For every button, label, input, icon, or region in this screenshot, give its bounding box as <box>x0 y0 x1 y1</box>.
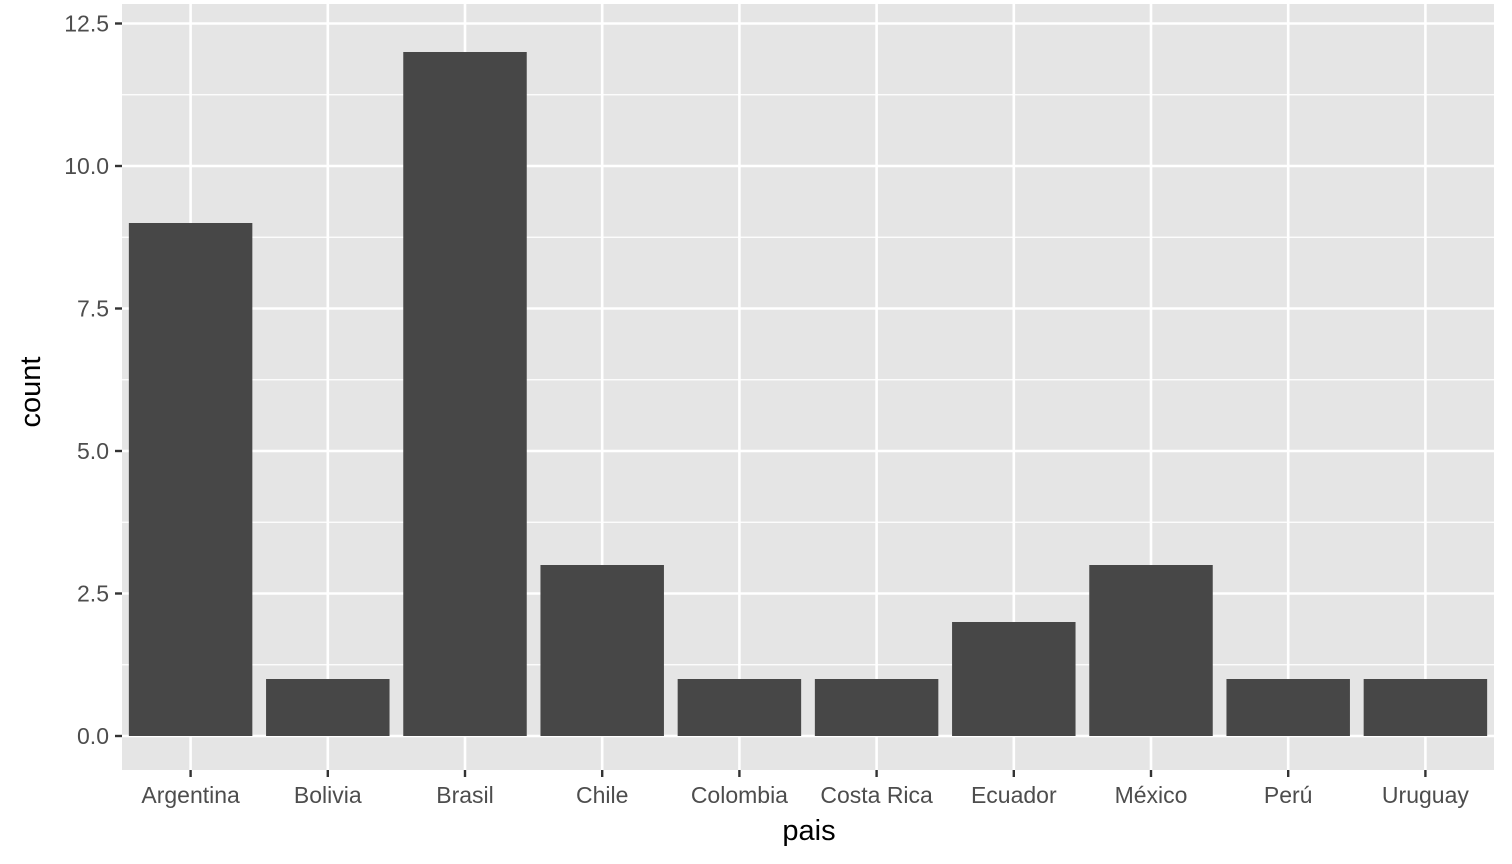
bar-méxico <box>1089 565 1213 736</box>
x-tick-label: Colombia <box>691 782 788 808</box>
plot-panel <box>122 4 1494 770</box>
x-axis-title: pais <box>782 815 835 847</box>
y-axis: 0.0 2.5 5.0 7.5 10.0 12.5 <box>64 11 122 749</box>
y-tick-label: 5.0 <box>77 438 109 464</box>
bar-chile <box>540 565 664 736</box>
bar-brasil <box>403 52 527 736</box>
x-tick-label: Ecuador <box>971 782 1057 808</box>
bars <box>128 52 1488 736</box>
y-tick-label: 12.5 <box>64 11 109 37</box>
bar-argentina <box>128 223 253 736</box>
bar-bolivia <box>266 679 390 736</box>
x-tick-label: México <box>1115 782 1188 808</box>
y-tick-label: 10.0 <box>64 153 109 179</box>
y-tick-label: 2.5 <box>77 581 109 607</box>
x-tick-label: Argentina <box>141 782 240 808</box>
x-tick-label: Brasil <box>436 782 494 808</box>
y-axis-title: count <box>15 357 47 428</box>
x-axis: Argentina Bolivia Brasil Chile Colombia Costa… <box>141 770 1469 808</box>
bar-colombia <box>677 679 802 736</box>
x-tick-label: Perú <box>1264 782 1313 808</box>
y-tick-label: 7.5 <box>77 296 109 322</box>
x-tick-label: Uruguay <box>1382 782 1469 808</box>
minor-gridlines <box>122 94 1494 666</box>
bar-uruguay <box>1363 679 1488 736</box>
bar-ecuador <box>952 622 1076 736</box>
y-tick-label: 0.0 <box>77 723 109 749</box>
x-tick-label: Costa Rica <box>820 782 933 808</box>
x-tick-label: Chile <box>576 782 628 808</box>
x-tick-label: Bolivia <box>294 782 362 808</box>
bar-costa-rica <box>814 679 939 736</box>
bar-perú <box>1226 679 1350 736</box>
